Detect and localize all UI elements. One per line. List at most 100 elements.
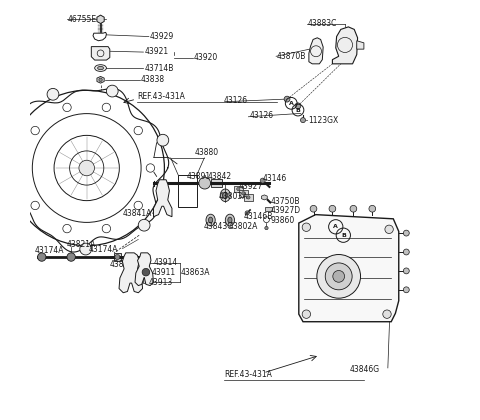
Circle shape bbox=[265, 226, 268, 230]
Polygon shape bbox=[97, 76, 104, 83]
Ellipse shape bbox=[223, 192, 228, 199]
Circle shape bbox=[199, 177, 211, 189]
Bar bbox=[144, 261, 149, 265]
Circle shape bbox=[142, 268, 150, 276]
Text: REF.43-431A: REF.43-431A bbox=[137, 92, 185, 101]
Bar bbox=[244, 194, 252, 201]
Text: 43841A: 43841A bbox=[122, 209, 152, 218]
Circle shape bbox=[385, 225, 393, 234]
Circle shape bbox=[403, 287, 409, 293]
Text: 43911: 43911 bbox=[152, 268, 176, 277]
Text: 43174A: 43174A bbox=[89, 245, 118, 254]
Text: 43913: 43913 bbox=[148, 278, 173, 287]
Text: A: A bbox=[289, 101, 294, 106]
Text: 43821A: 43821A bbox=[67, 240, 96, 249]
Polygon shape bbox=[91, 47, 110, 60]
Text: 43174A: 43174A bbox=[34, 246, 64, 255]
Polygon shape bbox=[262, 195, 267, 200]
Bar bbox=[212, 179, 222, 187]
Text: 43863A: 43863A bbox=[180, 268, 210, 277]
Circle shape bbox=[383, 310, 391, 318]
Ellipse shape bbox=[97, 66, 104, 70]
Bar bbox=[178, 175, 197, 207]
Text: 43714B: 43714B bbox=[144, 63, 174, 73]
Text: 43803A: 43803A bbox=[219, 192, 249, 201]
Circle shape bbox=[333, 270, 345, 282]
Polygon shape bbox=[309, 38, 323, 64]
Circle shape bbox=[329, 205, 336, 212]
Text: 43842: 43842 bbox=[207, 172, 231, 181]
Circle shape bbox=[115, 255, 120, 260]
Text: 93860: 93860 bbox=[271, 215, 295, 225]
Bar bbox=[234, 186, 242, 192]
Bar bbox=[114, 253, 121, 261]
Text: 43126: 43126 bbox=[249, 111, 274, 121]
Bar bbox=[265, 207, 272, 211]
Text: 46755E: 46755E bbox=[68, 15, 97, 24]
Circle shape bbox=[403, 249, 409, 255]
Circle shape bbox=[302, 223, 311, 231]
Text: 1123GX: 1123GX bbox=[308, 116, 338, 125]
Polygon shape bbox=[357, 41, 364, 49]
Text: 43927D: 43927D bbox=[271, 205, 301, 215]
Ellipse shape bbox=[228, 217, 232, 223]
Polygon shape bbox=[332, 27, 358, 64]
Text: 43880: 43880 bbox=[195, 148, 219, 158]
Circle shape bbox=[317, 255, 360, 298]
Circle shape bbox=[284, 96, 290, 102]
Text: 43843C: 43843C bbox=[204, 222, 233, 231]
Ellipse shape bbox=[225, 214, 235, 226]
Bar bbox=[143, 278, 150, 283]
Ellipse shape bbox=[206, 214, 215, 226]
Circle shape bbox=[242, 192, 245, 195]
Text: 43927: 43927 bbox=[239, 182, 263, 191]
Polygon shape bbox=[154, 180, 172, 217]
Circle shape bbox=[79, 160, 95, 176]
Bar bbox=[239, 190, 248, 197]
Text: REF.43-431A: REF.43-431A bbox=[224, 370, 272, 379]
Polygon shape bbox=[97, 15, 104, 24]
Circle shape bbox=[67, 253, 75, 261]
Text: 43891: 43891 bbox=[186, 172, 210, 181]
Polygon shape bbox=[299, 215, 399, 322]
Text: 43921: 43921 bbox=[144, 47, 168, 56]
Circle shape bbox=[325, 263, 352, 290]
Circle shape bbox=[403, 268, 409, 274]
Text: 43146B: 43146B bbox=[244, 212, 273, 221]
Circle shape bbox=[107, 85, 118, 97]
Ellipse shape bbox=[220, 189, 230, 202]
Text: 43846G: 43846G bbox=[349, 365, 379, 374]
Text: 43929: 43929 bbox=[150, 32, 174, 41]
Text: 43750B: 43750B bbox=[271, 197, 300, 206]
Ellipse shape bbox=[95, 65, 107, 71]
Circle shape bbox=[369, 205, 376, 212]
Circle shape bbox=[295, 103, 301, 109]
Circle shape bbox=[138, 219, 150, 231]
Circle shape bbox=[237, 187, 240, 191]
Text: 43920: 43920 bbox=[194, 53, 218, 63]
Circle shape bbox=[247, 196, 250, 199]
Circle shape bbox=[37, 253, 46, 261]
Text: B: B bbox=[296, 108, 300, 113]
Text: B: B bbox=[341, 233, 346, 238]
Text: 43126: 43126 bbox=[224, 96, 248, 105]
Circle shape bbox=[403, 230, 409, 236]
Circle shape bbox=[350, 205, 357, 212]
Circle shape bbox=[157, 134, 169, 146]
Circle shape bbox=[302, 310, 311, 318]
Circle shape bbox=[310, 205, 317, 212]
Circle shape bbox=[80, 243, 92, 255]
Text: 43883C: 43883C bbox=[308, 19, 337, 28]
Text: 43802A: 43802A bbox=[229, 222, 258, 231]
Text: 43838: 43838 bbox=[141, 75, 165, 84]
Circle shape bbox=[300, 118, 305, 123]
Circle shape bbox=[245, 211, 249, 215]
Text: 43861A: 43861A bbox=[110, 260, 139, 269]
Ellipse shape bbox=[208, 217, 213, 223]
Circle shape bbox=[260, 178, 265, 183]
Text: 43146: 43146 bbox=[263, 174, 288, 183]
Text: A: A bbox=[333, 224, 338, 229]
Polygon shape bbox=[119, 253, 143, 293]
Circle shape bbox=[47, 89, 59, 100]
Circle shape bbox=[99, 78, 102, 81]
